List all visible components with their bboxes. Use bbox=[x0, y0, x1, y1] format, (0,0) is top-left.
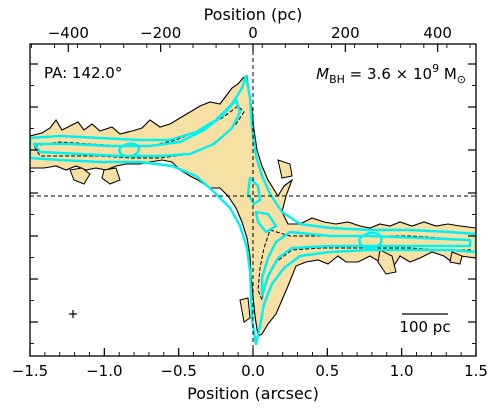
beam-marker bbox=[69, 310, 77, 318]
data-contour-blob-1 bbox=[69, 167, 91, 185]
x-axis-title: Position (arcsec) bbox=[187, 384, 319, 403]
x-tick-label: −1.5 bbox=[12, 362, 48, 380]
top-axis: −400 −200 0 200 400 bbox=[30, 24, 471, 52]
x-tick-label: 0.0 bbox=[241, 362, 265, 380]
model-contour-mid-right bbox=[260, 230, 472, 298]
model-contour-outer bbox=[30, 74, 476, 346]
scale-bar-label: 100 pc bbox=[399, 318, 450, 336]
model-contours bbox=[30, 74, 476, 346]
x-tick-label: 1.5 bbox=[464, 362, 488, 380]
data-contour-blob-5 bbox=[449, 251, 463, 265]
x-tick-label: −0.5 bbox=[160, 362, 196, 380]
x-tick-label: 0.5 bbox=[315, 362, 339, 380]
top-tick-label: −200 bbox=[140, 24, 181, 42]
data-contour-blob-3 bbox=[277, 159, 293, 179]
data-contour-blob-4 bbox=[377, 249, 397, 275]
top-tick-label: 400 bbox=[423, 24, 452, 42]
left-axis bbox=[30, 63, 38, 344]
bottom-axis: −1.5 −1.0 −0.5 0.0 0.5 1.0 1.5 bbox=[12, 348, 488, 380]
position-angle-label: PA: 142.0° bbox=[44, 64, 122, 82]
data-contour-blob-6 bbox=[239, 297, 251, 323]
top-axis-title: Position (pc) bbox=[204, 5, 303, 24]
model-contour-ellipse-1 bbox=[358, 231, 383, 250]
model-contour-inner-1 bbox=[246, 176, 262, 206]
model-contour-inner-2 bbox=[254, 210, 278, 234]
data-contour-blob-2 bbox=[101, 167, 121, 185]
right-axis bbox=[468, 63, 476, 344]
top-tick-label: −400 bbox=[48, 24, 89, 42]
black-hole-mass-label: MBH = 3.6 × 109 M⊙ bbox=[316, 62, 466, 86]
top-tick-label: 200 bbox=[331, 24, 360, 42]
top-tick-label: 0 bbox=[248, 24, 258, 42]
x-tick-label: −1.0 bbox=[86, 362, 122, 380]
guide-lines bbox=[30, 44, 476, 356]
model-contour-ellipse-2 bbox=[118, 142, 140, 158]
x-tick-label: 1.0 bbox=[390, 362, 414, 380]
